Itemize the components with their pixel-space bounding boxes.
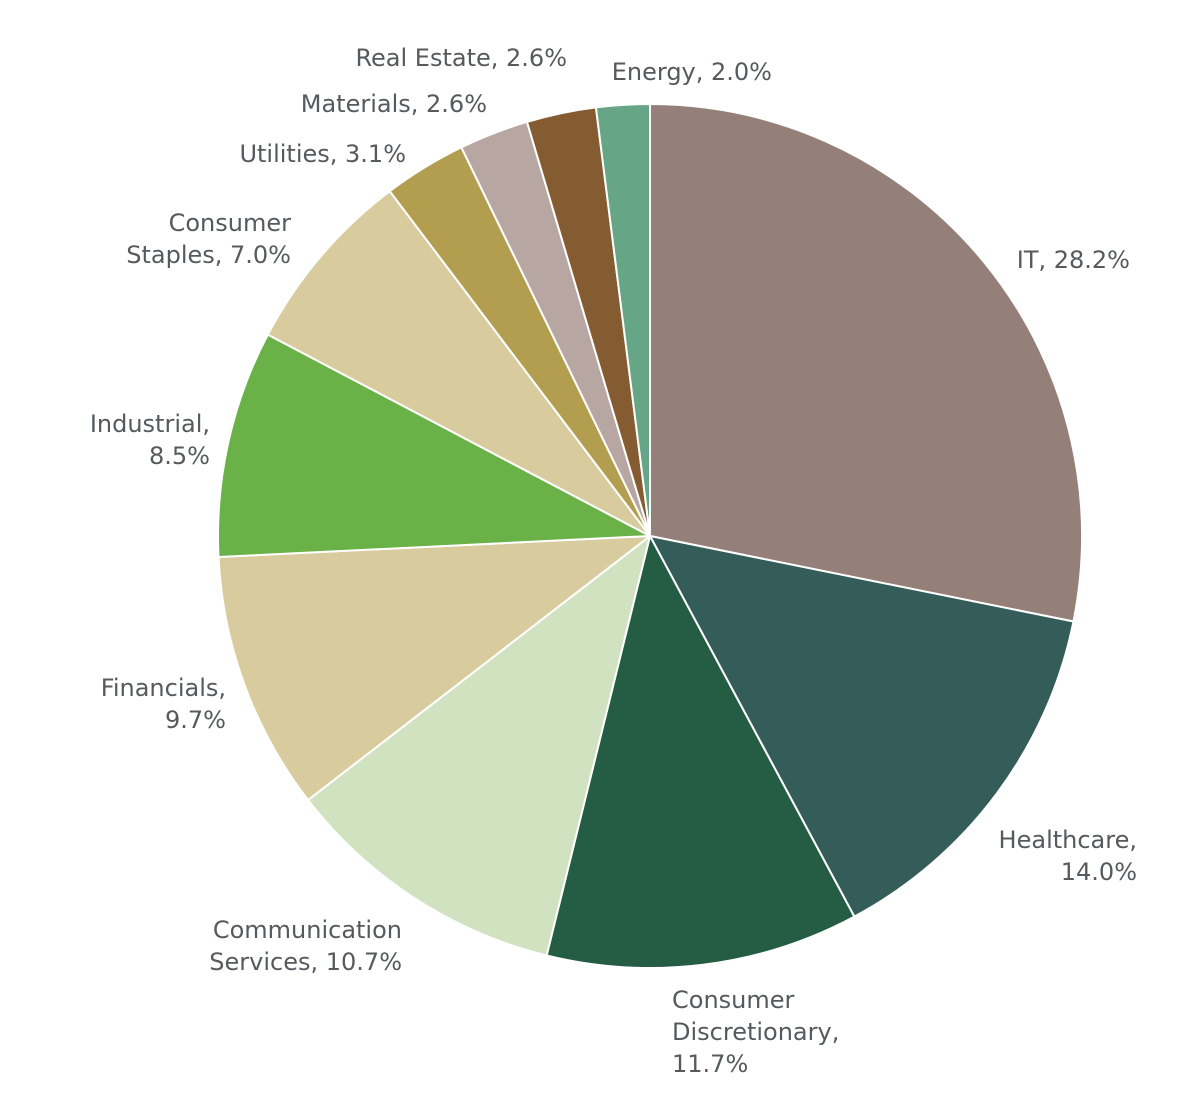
slice-label-utilities: Utilities, 3.1% [239,140,406,168]
pie-slice-healthcare [649,535,1075,918]
labels-layer: IT, 28.2% Healthcare, 14.0% Consumer Discret… [90,44,1137,1078]
pie-slice-it [649,103,1083,623]
slice-label-consumer-discretionary: Consumer Discretionary, 11.7% [672,986,839,1078]
slice-label-consumer-staples: Consumer Staples, 7.0% [126,209,291,269]
pie-slice-financials [217,535,651,802]
slice-label-it: IT, 28.2% [1017,246,1130,274]
slices-layer [217,103,1083,969]
pie-slice-industrial [217,333,651,559]
slice-label-energy: Energy, 2.0% [612,58,772,86]
slice-label-industrial: Industrial, 8.5% [90,410,210,470]
pie-slice-consumer-staples [266,190,651,537]
slice-label-real-estate: Real Estate, 2.6% [355,44,567,72]
slice-label-materials: Materials, 2.6% [301,90,487,118]
pie-slice-energy [594,103,651,537]
slice-label-financials: Financials, 9.7% [101,674,226,734]
pie-slice-communication-services [307,535,651,957]
slice-label-healthcare: Healthcare, 14.0% [999,826,1137,886]
slice-label-communication-services: Communication Services, 10.7% [209,916,402,976]
